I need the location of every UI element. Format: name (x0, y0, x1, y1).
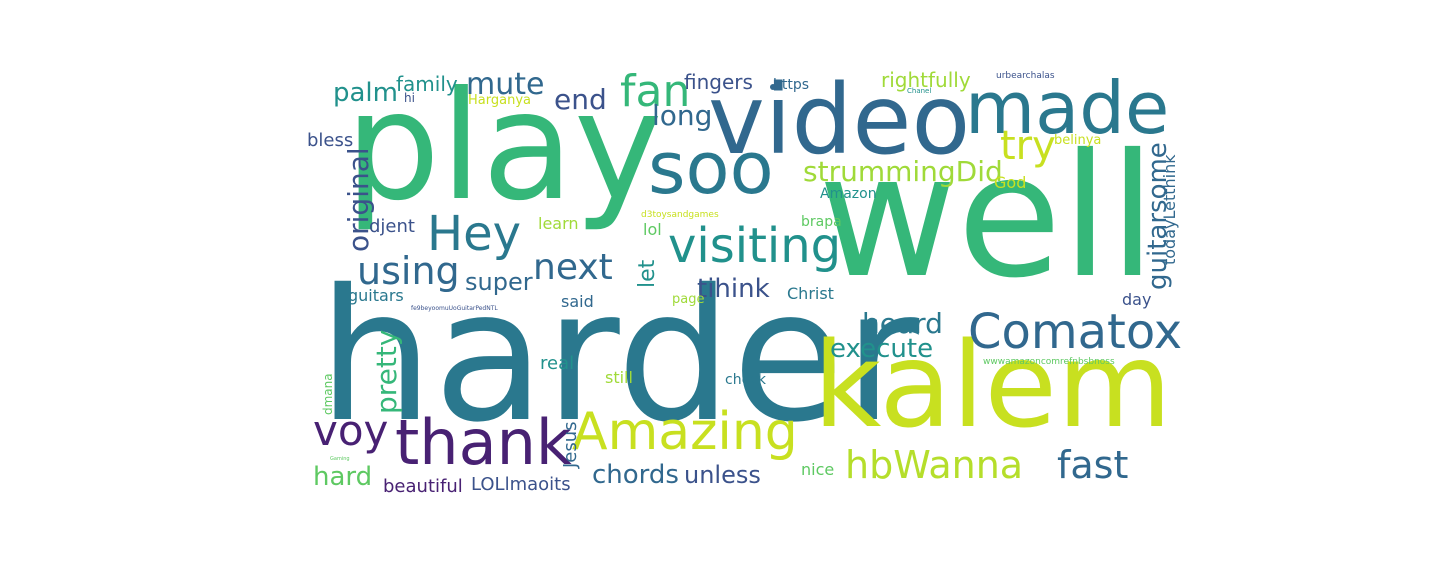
word-tihink: tihink (697, 274, 770, 304)
word-lollmaoits: LOLlmaoits (471, 474, 571, 495)
word-urbearchalas: urbearchalas (996, 71, 1055, 81)
word-gaming: Gaming (330, 456, 350, 462)
word-real: real (540, 353, 575, 374)
word-fe9beyoomuuoguitarpedntl: fe9beyoomuUoGuitarPedNTL (411, 305, 498, 312)
word-djent: djent (369, 216, 415, 237)
word-strummingdid: strummingDid (803, 155, 1003, 188)
word-execute: execute (830, 334, 934, 364)
word-check: check (725, 372, 766, 388)
word-d3toysandgames: d3toysandgames (641, 210, 719, 220)
word-harder: harder (318, 250, 919, 462)
word-day: day (1122, 290, 1152, 309)
word-heard: heard (862, 307, 943, 340)
word-voy: voy (313, 406, 389, 455)
word-bless: bless (307, 130, 354, 151)
word-todayletthink: todayLetthink (1160, 154, 1179, 265)
word-rightfully: rightfully (881, 68, 971, 92)
word-amazon: Amazon (820, 186, 877, 202)
word-thank: thank (395, 406, 572, 479)
word-still: still (605, 368, 633, 387)
word-try: try (1000, 123, 1056, 169)
word-learn: learn (538, 214, 579, 233)
word-long: long (652, 99, 713, 132)
dot-mark (770, 84, 776, 90)
word-nice: nice (801, 460, 835, 479)
word-beautiful: beautiful (383, 476, 463, 497)
word-belinya: belinya (1054, 133, 1102, 148)
word-play: play (345, 60, 663, 234)
word-christ: Christ (787, 284, 834, 303)
word-visiting: visiting (668, 218, 842, 274)
word-lol: lol (643, 220, 662, 239)
word-video: video (708, 64, 971, 176)
word-fan: fan (620, 66, 691, 117)
word-super: super (465, 268, 533, 296)
word-said: said (561, 292, 594, 311)
word-made: made (965, 66, 1170, 150)
word-chanel: Chanel (907, 87, 932, 95)
word-page: page (672, 292, 705, 307)
word-well: well (818, 118, 1157, 316)
word-amazing: Amazing (572, 402, 798, 462)
word-hard: hard (313, 462, 373, 492)
word-guitars: guitars (348, 286, 404, 305)
word-dmana: dmana (321, 373, 335, 415)
word-fast: fast (1057, 443, 1129, 487)
word-hey: Hey (427, 206, 522, 262)
word-next: next (533, 247, 613, 288)
word-god: God (994, 173, 1027, 192)
word-jesus: Jesus (560, 421, 581, 468)
word-kalem: kalem (813, 316, 1172, 454)
word-using: using (357, 249, 460, 293)
word-hi: hi (404, 91, 415, 105)
word-chords: chords (592, 460, 679, 490)
word-family: family (396, 72, 458, 96)
word-end: end (554, 83, 607, 116)
word-harganya: Harganya (468, 93, 531, 108)
word-palm: palm (333, 78, 398, 108)
word-mute: mute (466, 67, 545, 102)
word-fingers: fingers (684, 70, 753, 94)
word-soo: soo (648, 126, 774, 210)
word-comatox: Comatox (968, 304, 1183, 360)
word-brapa: brapa (801, 214, 842, 230)
word-https: https (773, 77, 810, 93)
word-let: let (635, 259, 660, 288)
word-hbwanna: hbWanna (845, 443, 1024, 487)
word-unless: unless (684, 461, 761, 489)
word-wwwamazoncomrefnbsbnoss: wwwamazoncomrefnbsbnoss (983, 357, 1115, 367)
word-pretty: pretty (370, 329, 403, 414)
